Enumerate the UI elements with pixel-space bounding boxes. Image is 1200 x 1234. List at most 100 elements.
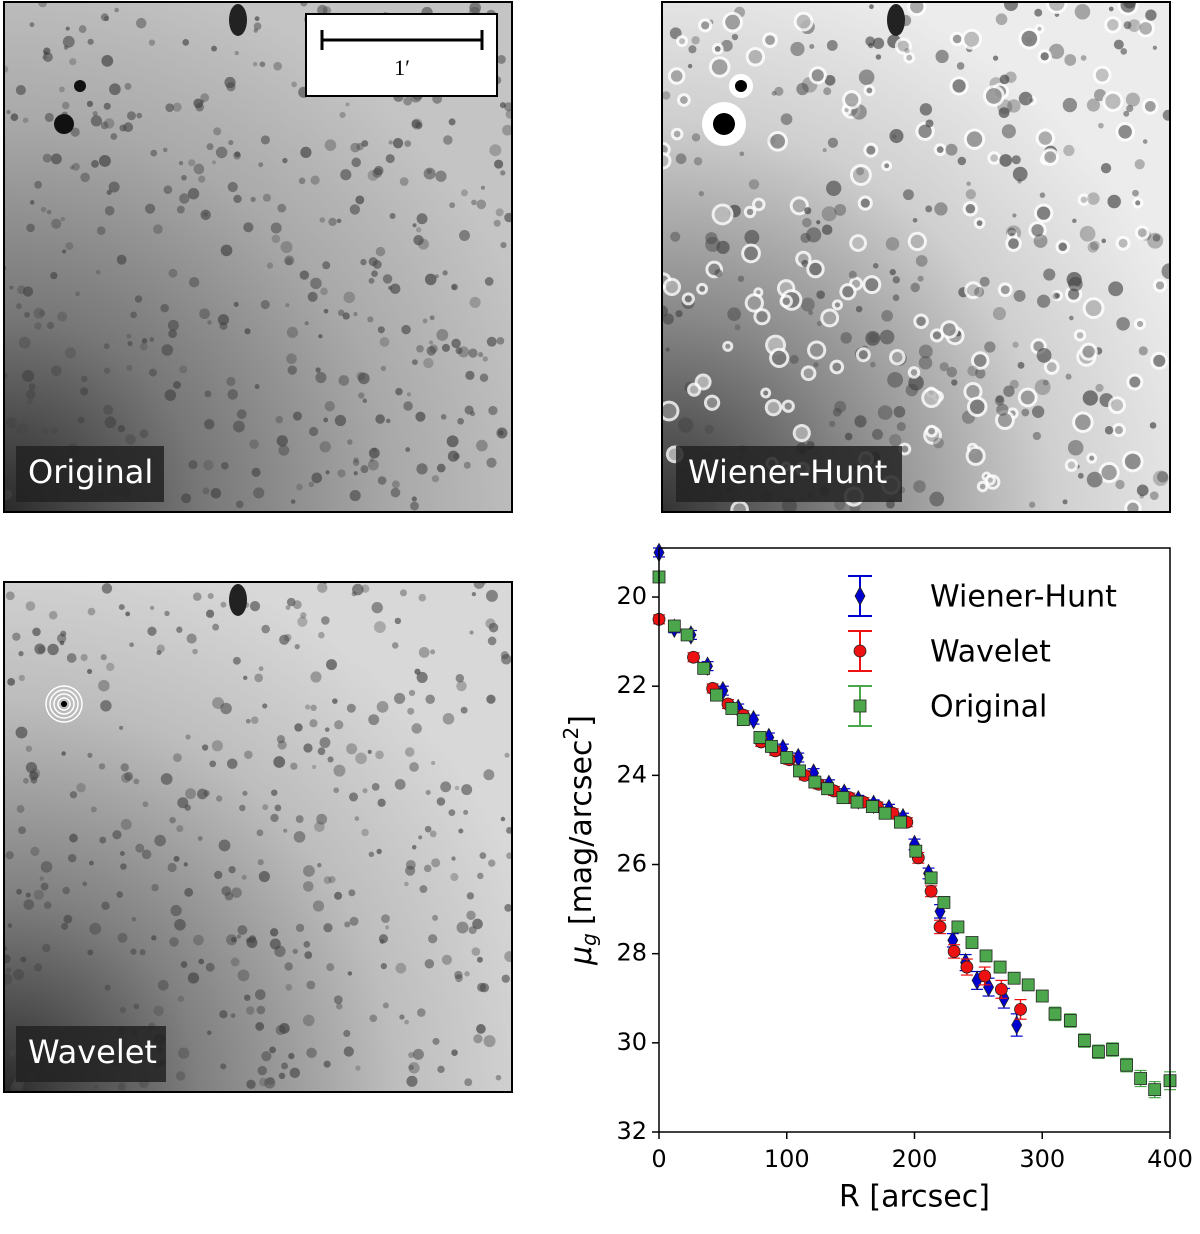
source <box>925 205 933 213</box>
source <box>460 706 468 714</box>
point <box>1048 1007 1062 1021</box>
source <box>1137 228 1147 237</box>
source <box>277 740 287 750</box>
x-axis-label: R [arcsec] <box>839 1180 990 1215</box>
source <box>374 165 384 176</box>
source <box>201 744 209 751</box>
source <box>706 397 718 408</box>
source <box>39 876 44 881</box>
source <box>1157 471 1169 483</box>
source <box>808 310 814 316</box>
source <box>69 58 77 66</box>
source <box>317 582 328 593</box>
source <box>212 623 220 631</box>
source <box>220 702 232 715</box>
source <box>232 420 245 433</box>
source <box>423 864 432 873</box>
star <box>735 80 747 92</box>
source <box>416 1008 426 1017</box>
halo <box>744 293 764 313</box>
source <box>270 813 279 823</box>
point <box>1021 978 1035 992</box>
source <box>716 240 730 254</box>
source <box>409 762 419 772</box>
source <box>691 133 701 142</box>
source <box>1085 300 1102 317</box>
source <box>211 160 217 165</box>
source <box>296 483 303 491</box>
source <box>65 242 74 251</box>
source <box>918 344 933 359</box>
source <box>800 297 815 312</box>
halo <box>708 56 731 78</box>
source <box>254 989 266 1000</box>
source <box>368 447 380 459</box>
source <box>338 375 350 386</box>
source <box>1043 268 1056 281</box>
source <box>450 873 459 882</box>
source <box>227 181 238 193</box>
source <box>801 259 809 267</box>
source <box>139 342 148 351</box>
source <box>416 345 424 353</box>
source <box>451 284 457 290</box>
source <box>992 307 1006 321</box>
source <box>495 1074 502 1081</box>
source <box>488 859 496 867</box>
source <box>905 383 919 397</box>
source <box>4 489 12 500</box>
source <box>80 375 88 383</box>
source <box>22 370 35 383</box>
source <box>486 694 496 704</box>
source <box>1012 166 1028 182</box>
source <box>139 429 149 439</box>
source <box>340 169 352 181</box>
source <box>62 35 75 48</box>
source <box>480 185 485 190</box>
source <box>203 459 214 471</box>
source <box>939 362 949 372</box>
source <box>892 276 901 284</box>
source <box>181 174 187 181</box>
source <box>951 379 958 386</box>
source <box>432 1037 440 1045</box>
source <box>147 626 157 636</box>
source <box>496 337 505 345</box>
source <box>44 112 54 122</box>
source <box>505 109 512 119</box>
source <box>436 797 446 806</box>
source <box>999 74 1010 85</box>
source <box>303 743 313 753</box>
source <box>872 262 879 269</box>
source <box>385 925 390 930</box>
source <box>379 939 385 944</box>
source <box>5 591 15 601</box>
panel-frame <box>661 1 1171 513</box>
source <box>691 36 700 45</box>
source <box>897 40 909 52</box>
source <box>250 716 259 725</box>
source <box>1095 68 1109 82</box>
source <box>447 450 459 462</box>
source <box>34 963 43 972</box>
source <box>139 949 146 956</box>
source <box>60 216 66 222</box>
source <box>952 79 966 93</box>
source <box>782 297 790 305</box>
source <box>498 430 504 436</box>
source <box>918 124 932 138</box>
source <box>727 307 741 322</box>
source <box>711 59 728 75</box>
source <box>476 439 488 452</box>
ring <box>57 697 71 711</box>
source <box>8 1049 16 1057</box>
source <box>975 368 986 379</box>
halo <box>792 424 811 443</box>
source <box>1012 341 1019 348</box>
source <box>4 973 13 985</box>
source <box>333 787 340 794</box>
source <box>304 321 309 326</box>
source <box>169 937 179 947</box>
point <box>1148 1083 1162 1097</box>
source <box>129 642 134 648</box>
